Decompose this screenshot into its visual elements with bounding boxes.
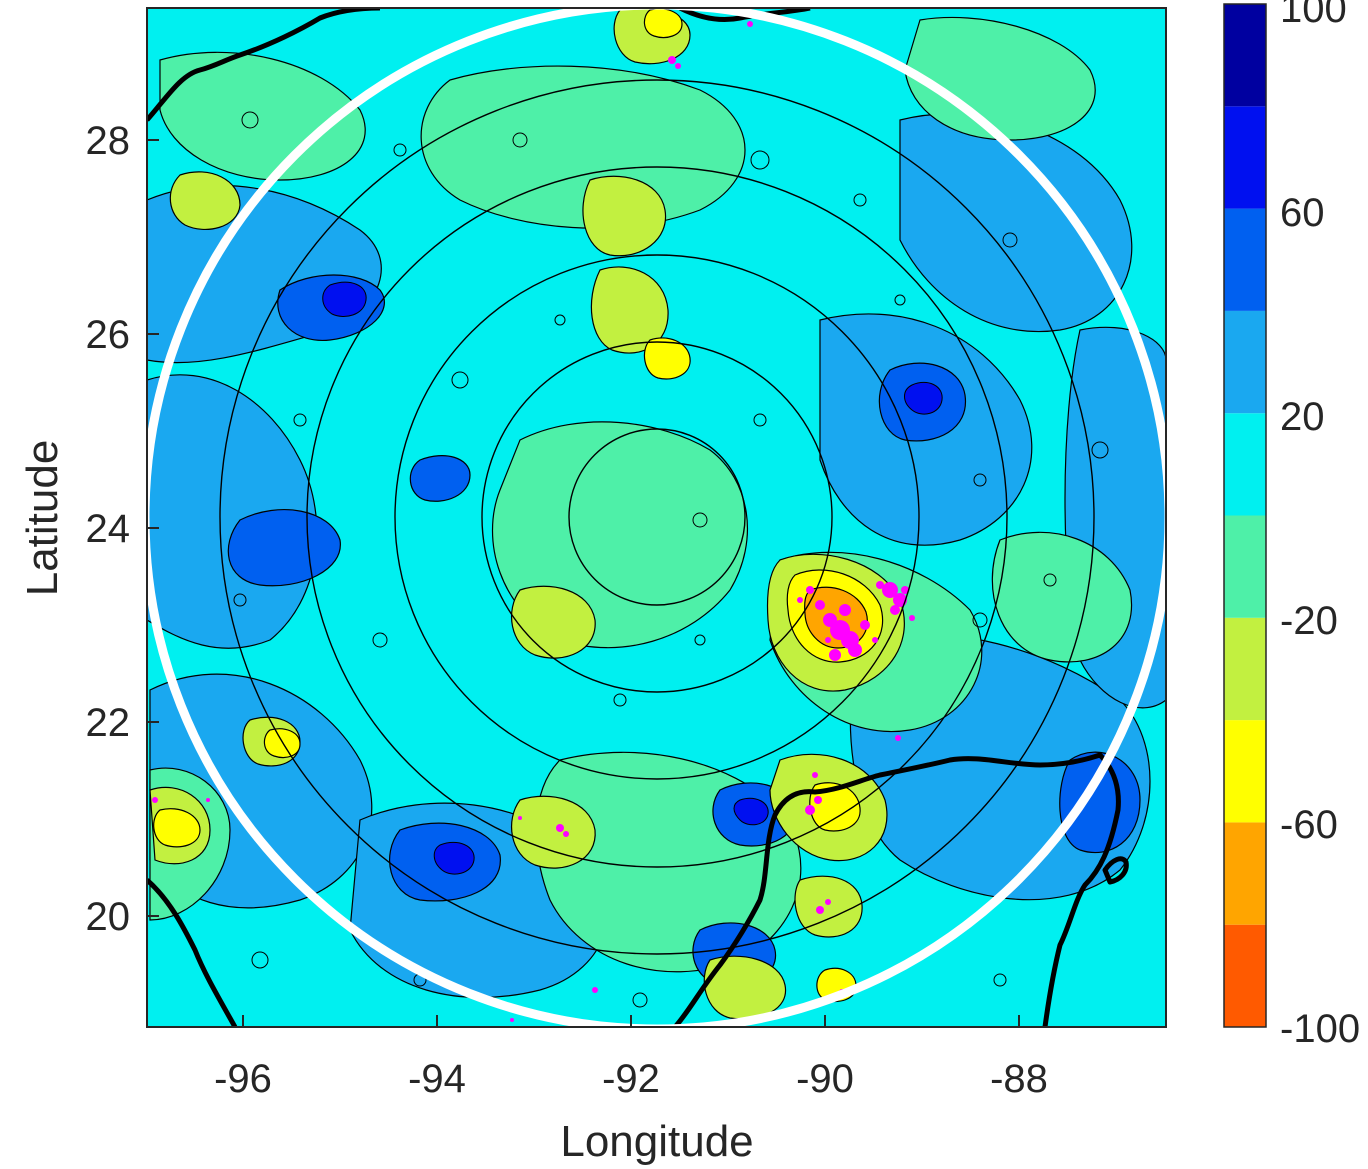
y-tick-label: 26 — [86, 313, 131, 357]
colorbar-level — [1224, 924, 1266, 1027]
colorbar-level — [1224, 208, 1266, 311]
deep-core-s — [433, 841, 475, 875]
yellow-n — [643, 337, 691, 380]
colorbar-level — [1224, 720, 1266, 823]
x-tick-label: -94 — [408, 1057, 466, 1101]
yg-s2 — [511, 795, 596, 869]
y-tick-label: 24 — [86, 507, 131, 551]
colorbar-label: 20 — [1280, 395, 1325, 439]
yellow-sw — [153, 808, 201, 848]
x-tick-label: -90 — [796, 1057, 854, 1101]
x-axis-ticks — [242, 1015, 1020, 1027]
plot-frame — [146, 7, 1167, 1028]
coastline-mexico — [147, 878, 238, 1027]
y-axis-ticks — [147, 139, 159, 917]
yg-se — [794, 875, 863, 938]
zone-n-green — [420, 65, 746, 229]
yg-n — [582, 175, 667, 257]
core-far-e — [1059, 751, 1141, 854]
y-tick-label: 28 — [86, 119, 131, 163]
range-rings — [219, 79, 1095, 955]
yellow-n2 — [643, 8, 683, 39]
deep-core-nw — [322, 281, 367, 317]
zone-nw-green — [159, 51, 366, 181]
colorbar-label: -20 — [1280, 599, 1338, 643]
colorbar-level — [1224, 106, 1266, 209]
range-ring-2 — [481, 341, 833, 693]
zone-ne-green — [904, 16, 1096, 141]
range-ring-4 — [306, 166, 1008, 868]
yg-nw — [169, 171, 241, 230]
deep-core-se — [733, 797, 769, 826]
deep-core-e — [904, 381, 943, 415]
colorbar-level — [1224, 413, 1266, 516]
deepest-blue-cores — [322, 281, 943, 875]
colorbar-level — [1224, 515, 1266, 618]
x-tick-label: -96 — [214, 1057, 272, 1101]
y-tick-label: 22 — [86, 701, 131, 745]
y-tick-label: 20 — [86, 895, 131, 939]
colorbar-level — [1224, 4, 1266, 107]
range-ring-5 — [219, 79, 1095, 955]
coastlines — [147, 8, 1129, 1027]
range-ring-1 — [568, 428, 746, 606]
colorbar-level — [1224, 310, 1266, 414]
colorbar-level — [1224, 822, 1266, 925]
x-tick-label: -92 — [602, 1057, 660, 1101]
colorbar-label: 100 — [1280, 0, 1347, 31]
core-mid-w — [409, 455, 471, 502]
coastline-yucatan — [673, 752, 1121, 1027]
yellow-sw2 — [263, 728, 301, 759]
coastline-cozumel — [1102, 856, 1129, 885]
zone-e-green — [991, 531, 1133, 663]
coastline-north — [678, 8, 811, 23]
coastline-texas — [147, 8, 381, 122]
map-plot-area — [147, 8, 1166, 1027]
colorbar-label: -100 — [1280, 1007, 1360, 1051]
colorbar-label: -60 — [1280, 803, 1338, 847]
contour-speckles — [233, 111, 1109, 1008]
range-ring-3 — [394, 254, 920, 780]
y-axis-title: Latitude — [18, 440, 67, 597]
colorbar-label: 60 — [1280, 191, 1325, 235]
colorbar-frame — [1223, 3, 1267, 1028]
x-axis-title: Longitude — [560, 1117, 753, 1166]
colorbar — [1224, 4, 1266, 1027]
core-w — [227, 509, 341, 587]
x-tick-label: -88 — [990, 1057, 1048, 1101]
colorbar-level — [1224, 617, 1266, 721]
